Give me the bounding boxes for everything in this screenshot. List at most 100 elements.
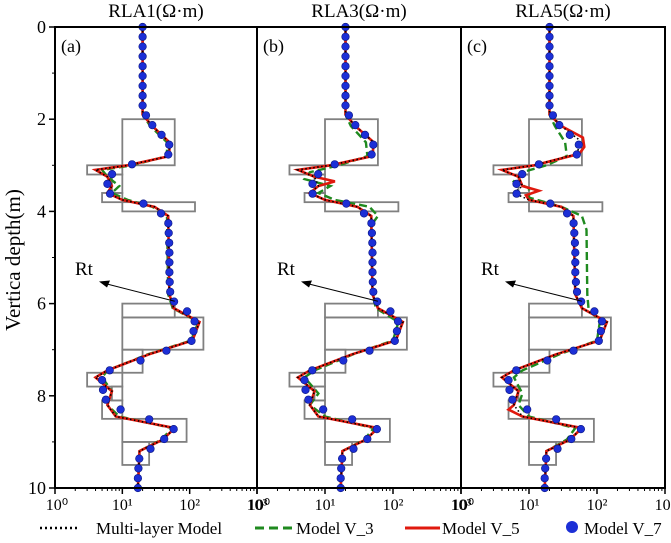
- series-v7-point: [133, 474, 142, 483]
- y-axis-label: Vertica depth(m): [1, 189, 25, 331]
- series-v7-point: [138, 32, 147, 41]
- series-v7-point: [138, 42, 147, 51]
- x-tick-label: 10⁰: [46, 497, 68, 510]
- series-v7-point: [565, 130, 574, 139]
- series-v7-point: [349, 444, 358, 453]
- panel-tag: (a): [61, 36, 81, 57]
- x-tick-label: 10¹: [112, 497, 133, 510]
- series-v7-point: [156, 209, 166, 218]
- legend-label-v5: Model V_5: [442, 519, 520, 538]
- series-v7-point: [308, 179, 317, 188]
- series-v7-point: [105, 366, 114, 375]
- legend-label-v7: Model V_7: [584, 519, 662, 538]
- series-v7-point: [545, 71, 554, 81]
- model-layer-box: [528, 302, 583, 319]
- series-v7-point: [597, 317, 607, 326]
- y-tick-label: 4: [37, 201, 46, 221]
- series-v7-point: [339, 356, 348, 365]
- series-v7-point: [138, 91, 147, 100]
- series-v7-point: [183, 307, 192, 316]
- panel-title: RLA3(Ω·m): [311, 1, 406, 22]
- series-v7-point: [562, 209, 572, 218]
- series-v7-point: [545, 32, 554, 41]
- series-v7-point: [569, 219, 578, 228]
- series-v7-point: [157, 130, 166, 139]
- model-layer-box: [324, 118, 379, 167]
- series-v7-point: [308, 189, 317, 198]
- legend-entry-v5: Model V_5: [405, 519, 520, 538]
- panel-title: RLA5(Ω·m): [515, 1, 610, 22]
- model-layer-box: [528, 417, 595, 443]
- rt-annotation: Rt: [277, 259, 296, 280]
- series-v7-point: [330, 160, 339, 169]
- series-v7-point: [590, 307, 599, 316]
- x-tick-label: 10³: [451, 497, 472, 510]
- series-v7-point: [139, 199, 148, 208]
- y-tick-label: 6: [37, 294, 46, 314]
- series-v7-point: [336, 474, 345, 483]
- series-v7-point: [571, 268, 580, 277]
- series-v7-point: [141, 111, 151, 120]
- series-v7-point: [512, 189, 521, 198]
- series-v7-point: [392, 327, 402, 336]
- series-v7-point: [555, 120, 564, 130]
- rt-arrow-shaft: [306, 282, 379, 302]
- series-v7-point: [166, 287, 175, 296]
- series-v7-point: [165, 238, 174, 247]
- y-axis: 0 2 4 6 8 10: [28, 17, 55, 498]
- series-v7-point: [541, 454, 551, 463]
- series-v7-point: [372, 425, 382, 434]
- series-v7-point: [368, 258, 377, 267]
- series-v7-point: [576, 425, 586, 434]
- chart-figure: Vertica depth(m) RLA1(Ω·m) (a) Rt 10⁰ 10¹ 10²…: [1, 1, 671, 510]
- series-v7-point: [189, 327, 198, 336]
- legend-label-multilayer: Multi-layer Model: [96, 519, 222, 538]
- series-v7-point: [341, 81, 350, 90]
- series-v7-point: [338, 454, 347, 463]
- series-v7-point: [543, 356, 552, 365]
- series-v7-point: [308, 366, 317, 375]
- series-v7-point: [162, 346, 171, 355]
- panel-2: RLA3(Ω·m) (b) Rt 10⁰ 10¹ 10² 10³: [248, 1, 472, 510]
- series-v7-point: [164, 228, 173, 238]
- series-v7-point: [363, 434, 372, 444]
- series-v7-point: [342, 199, 351, 208]
- series-v7-point: [548, 111, 558, 120]
- rt-annotation: Rt: [481, 259, 500, 280]
- series-v7-point: [386, 307, 395, 316]
- series-v7-point: [135, 454, 144, 463]
- series-v7-point: [545, 91, 554, 100]
- series-v7-point: [165, 277, 174, 287]
- legend-entry-v3: Model V_3: [255, 519, 374, 538]
- series-v7-point: [571, 248, 580, 257]
- series-v7-point: [301, 385, 310, 395]
- series-v7-point: [165, 248, 174, 257]
- series-v7-point: [508, 395, 517, 404]
- series-v7-point: [348, 415, 357, 424]
- series-v7-point: [160, 434, 169, 444]
- series-v7-point: [552, 415, 561, 424]
- series-v7-point: [545, 52, 554, 61]
- series-v7-point: [390, 336, 399, 346]
- model-layer-box: [324, 302, 379, 319]
- model-layer-box: [111, 385, 124, 402]
- model-layer-box: [121, 302, 176, 319]
- series-v7-point: [136, 356, 145, 365]
- series-v7-point: [594, 336, 603, 346]
- chart-legend: Multi-layer Model Model V_3 Model V_5 Mo…: [40, 519, 662, 538]
- series-v7-point: [368, 268, 377, 277]
- series-v7-point: [359, 209, 369, 218]
- legend-swatch-v7: [566, 521, 578, 533]
- rt-arrow-head: [505, 280, 516, 288]
- series-v7-point: [341, 91, 350, 100]
- series-v7-point: [574, 140, 583, 149]
- legend-entry-v7: Model V_7: [566, 519, 662, 538]
- series-v3-line: [511, 27, 602, 489]
- series-v7-point: [368, 248, 377, 257]
- series-v7-point: [319, 405, 328, 414]
- series-v7-point: [341, 32, 350, 41]
- panel-tag: (c): [467, 36, 487, 57]
- series-v7-point: [504, 376, 513, 385]
- series-v7-point: [393, 317, 403, 326]
- series-v7-point: [138, 81, 147, 90]
